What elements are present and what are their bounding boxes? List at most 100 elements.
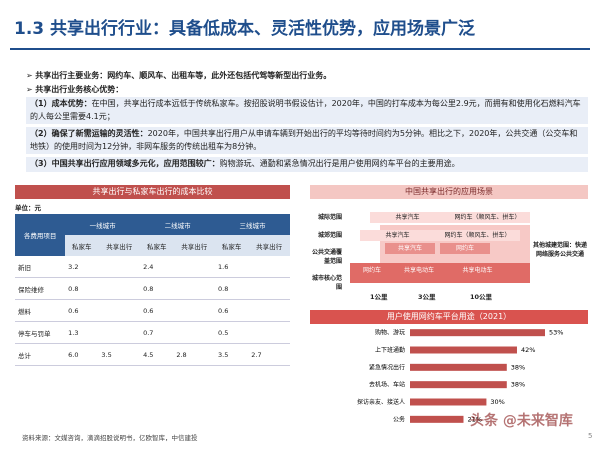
table-row: 停车与罚单 1.3 0.7 0.5 bbox=[15, 321, 290, 344]
header-cell: 三线城市 bbox=[215, 214, 290, 235]
bar bbox=[410, 381, 507, 389]
box: 共享汽车 bbox=[370, 212, 445, 223]
category-label: 紧急情况出行 bbox=[369, 363, 405, 371]
bar bbox=[410, 329, 545, 337]
source: 资料来源：文媒咨询，滴滴招股说明书，亿欧智库，中信建投 bbox=[22, 434, 198, 442]
table-cell: 2.4 bbox=[140, 256, 174, 278]
table-cell: 保险维修 bbox=[15, 277, 66, 300]
table-cell: 3.2 bbox=[65, 256, 99, 278]
value-label: 21% bbox=[467, 415, 481, 423]
scenario-diagram: 中国共享出行的应用场景 城际范围 城郊范围 公共交通覆盖范围 城市核心范围 共享… bbox=[310, 185, 588, 310]
cost-table: 各费用项目 一线城市 二线城市 三线城市 私家车 共享出行 私家车 共享出行 私家车 共享出行 新旧… bbox=[15, 214, 290, 366]
table-cell: 0.8 bbox=[65, 277, 99, 300]
side-note: 其他城建范围：快递网络服务公共交通 bbox=[532, 242, 587, 258]
category-label: 上下班通勤 bbox=[375, 346, 405, 354]
table-cell: 燃料 bbox=[15, 299, 66, 322]
table-row: 总计 6.0 3.5 4.5 2.8 3.5 2.7 bbox=[15, 343, 290, 366]
row-label: 城市核心范围 bbox=[311, 275, 342, 291]
para-text: 2020年，中国共享出行用户从申请车辆到开始出行的平均等待时间约为5分钟。相比之… bbox=[30, 129, 578, 151]
table-cell: 3.5 bbox=[215, 343, 249, 366]
box: 网约车 bbox=[362, 267, 381, 274]
table-cell bbox=[173, 256, 216, 278]
subheader-cell: 私家车 bbox=[215, 235, 249, 256]
value-label: 38% bbox=[511, 363, 525, 371]
table-cell bbox=[98, 256, 141, 278]
table-row: 燃料 0.6 0.6 0.6 bbox=[15, 299, 290, 322]
para-head: （3）中国共享出行应用领域多元化，应用范围较广： bbox=[30, 159, 220, 168]
value-label: 38% bbox=[511, 381, 525, 389]
table-cell bbox=[173, 299, 216, 322]
value-label: 30% bbox=[490, 398, 504, 406]
table-cell: 总计 bbox=[15, 343, 66, 366]
table-cell: 0.6 bbox=[65, 299, 99, 322]
page-number: 5 bbox=[588, 432, 593, 440]
box: 网约车（顺风车、拼车） bbox=[435, 230, 520, 241]
value-label: 42% bbox=[521, 346, 535, 354]
table-row: 保险维修 0.8 0.8 0.8 bbox=[15, 277, 290, 300]
subheader-cell: 共享出行 bbox=[173, 235, 216, 256]
unit: 单位：元 bbox=[15, 204, 41, 212]
region bbox=[350, 263, 530, 283]
category-label: 去机场、车站 bbox=[369, 381, 405, 389]
category-label: 购物、游玩 bbox=[375, 329, 405, 337]
row-label: 城际范围 bbox=[317, 214, 342, 221]
header-cell: 二线城市 bbox=[140, 214, 216, 235]
table-cell bbox=[173, 277, 216, 300]
table-cell: 2.8 bbox=[173, 343, 216, 366]
table-cell bbox=[98, 321, 141, 344]
title: 1.3 共享出行行业：具备低成本、灵活性优势，应用场景广泛 bbox=[14, 19, 476, 39]
box: 共享电动车 bbox=[403, 267, 434, 274]
para-head: （1）成本优势： bbox=[30, 99, 92, 108]
table-row: 新旧 3.2 2.4 1.6 bbox=[15, 256, 290, 278]
bar bbox=[410, 398, 487, 406]
table-cell: 停车与罚单 bbox=[15, 321, 66, 344]
para-head: （2）确保了新需运输的灵活性： bbox=[30, 129, 148, 138]
table-cell: 0.5 bbox=[215, 321, 249, 344]
table-cell: 4.5 bbox=[140, 343, 174, 366]
subheader-cell: 共享出行 bbox=[98, 235, 141, 256]
watermark: 头条 @未来智库 bbox=[470, 413, 573, 429]
table-cell: 0.7 bbox=[140, 321, 174, 344]
paragraph: （3）中国共享出行应用领域多元化，应用范围较广：购物游玩、通勤和紧急情况出行是用… bbox=[26, 157, 588, 172]
table-cell: 1.3 bbox=[65, 321, 99, 344]
box: 共享汽车 bbox=[385, 243, 435, 254]
paragraph: （2）确保了新需运输的灵活性：2020年，中国共享出行用户从申请车辆到开始出行的… bbox=[26, 127, 588, 154]
table-cell bbox=[248, 299, 290, 322]
box: 共享电动车 bbox=[462, 267, 493, 274]
subheader-cell: 私家车 bbox=[65, 235, 99, 256]
paragraph: （1）成本优势：在中国，共享出行成本远低于传统私家车。按招股说明书假设估计，20… bbox=[26, 97, 588, 124]
table-cell bbox=[173, 321, 216, 344]
bar bbox=[410, 346, 517, 354]
para-text: 在中国，共享出行成本远低于传统私家车。按招股说明书假设估计，2020年，中国的打… bbox=[30, 99, 581, 121]
box: 网约车（顺风车、拼车） bbox=[445, 212, 530, 223]
table-cell bbox=[98, 277, 141, 300]
table-cell: 0.8 bbox=[215, 277, 249, 300]
axis-label: 1公里 bbox=[370, 293, 388, 301]
bullet: 共享出行业务核心优势： bbox=[26, 84, 123, 95]
header-row: 各费用项目 一线城市 二线城市 三线城市 bbox=[15, 214, 290, 256]
table-cell: 0.8 bbox=[140, 277, 174, 300]
table-body: 各费用项目 一线城市 二线城市 三线城市 私家车 共享出行 私家车 共享出行 私家车 共享出行 新旧… bbox=[15, 214, 290, 366]
table-cell: 新旧 bbox=[15, 256, 66, 278]
panel-title: 用户使用网约车平台用途（2021） bbox=[310, 310, 588, 324]
table-cell: 6.0 bbox=[65, 343, 99, 366]
table-cell bbox=[248, 277, 290, 300]
paragraphs: （1）成本优势：在中国，共享出行成本远低于传统私家车。按招股说明书假设估计，20… bbox=[26, 97, 588, 175]
usage-chart: 购物、游玩 53% 上下班通勤 42% 紧急情况出行 38% 去机场、车站 38% 探访亲友、接… bbox=[357, 329, 563, 424]
table-cell bbox=[248, 256, 290, 278]
subheader-cell: 私家车 bbox=[140, 235, 174, 256]
subheader-row: 私家车 共享出行 私家车 共享出行 私家车 共享出行 bbox=[15, 235, 290, 256]
header-cell: 各费用项目 bbox=[15, 214, 66, 256]
table-cell: 0.6 bbox=[215, 299, 249, 322]
table-cell bbox=[248, 321, 290, 344]
axis-label: 3公里 bbox=[418, 293, 436, 301]
para-text: 购物游玩、通勤和紧急情况出行是用户使用网约车平台的主要用途。 bbox=[219, 159, 460, 168]
row-label: 公共交通覆盖范围 bbox=[311, 249, 342, 265]
panel-title: 中国共享出行的应用场景 bbox=[310, 185, 588, 199]
value-label: 53% bbox=[549, 329, 563, 337]
axis-label: 10公里 bbox=[470, 293, 493, 301]
cost-table-panel: 共享出行与私家车出行的成本比较 单位：元 各费用项目 一线城市 二线城市 三线城市 私家… bbox=[15, 185, 290, 366]
header-cell: 一线城市 bbox=[65, 214, 141, 235]
panel-title: 共享出行与私家车出行的成本比较 bbox=[15, 185, 290, 199]
